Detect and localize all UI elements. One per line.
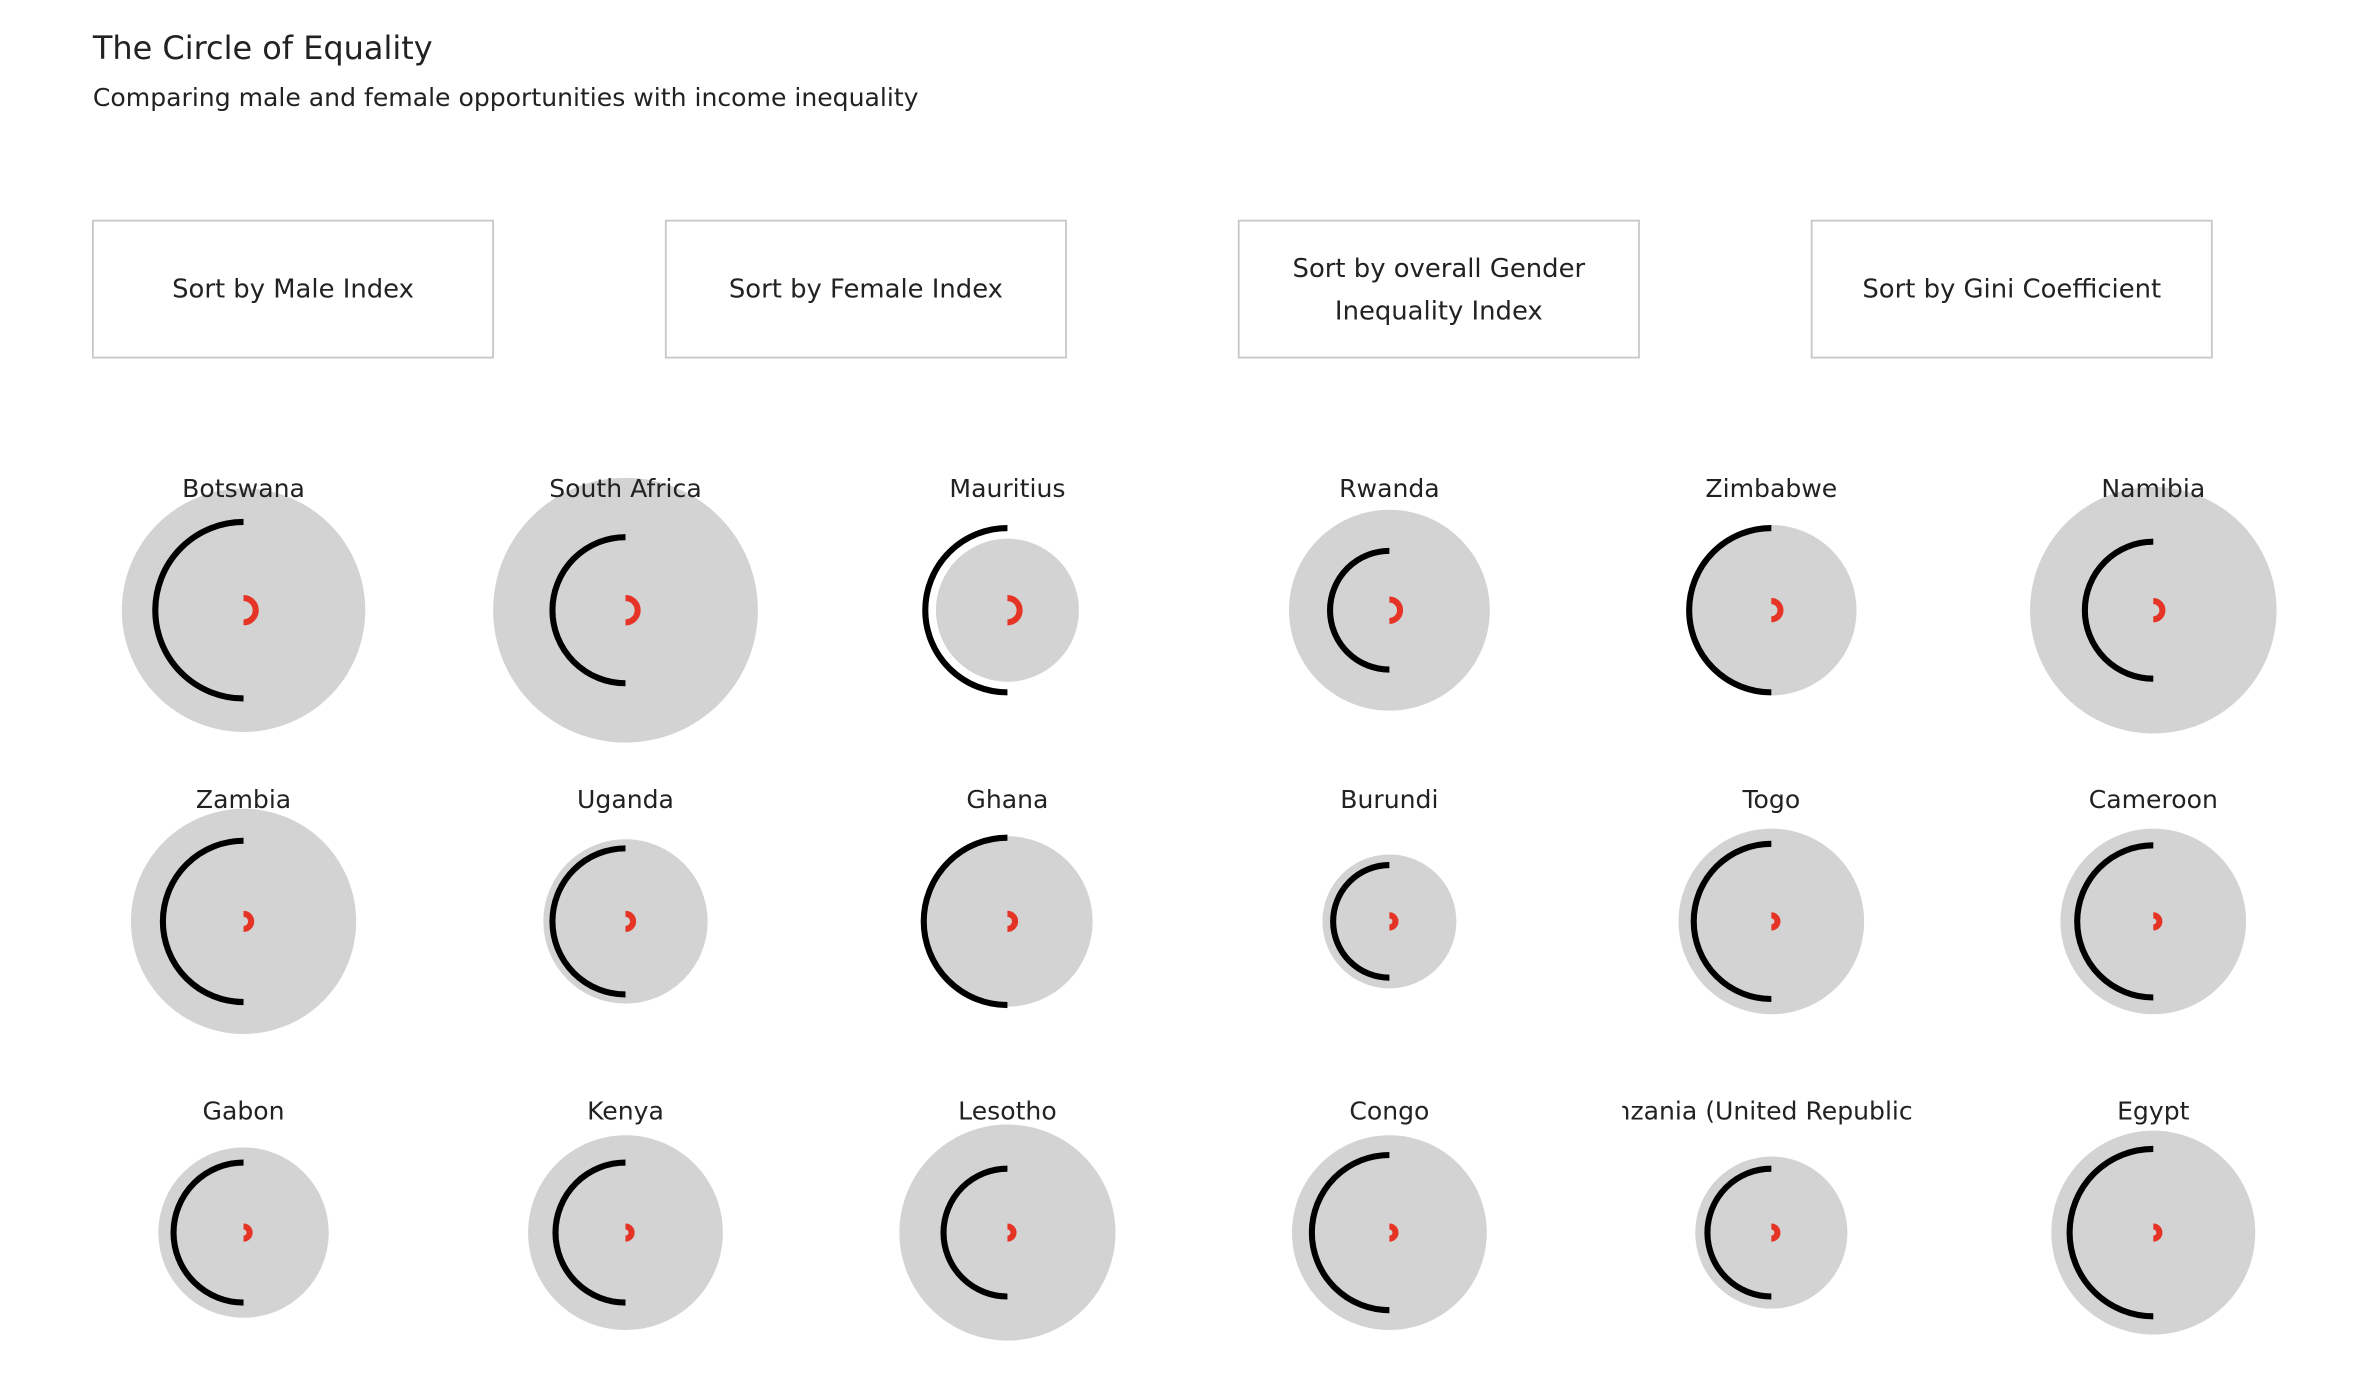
- gini-circle: [899, 1124, 1116, 1341]
- sort-button[interactable]: Sort by overall Gender Inequality Index: [1237, 219, 1640, 359]
- country-glyph: Togo: [1678, 785, 1865, 1015]
- country-glyph: South Africa: [493, 474, 758, 743]
- country-glyph: Zimbabwe: [1686, 474, 1857, 696]
- country-glyph: Cameroon: [2060, 785, 2247, 1015]
- gini-circle: [543, 839, 708, 1004]
- gini-circle: [1288, 509, 1490, 711]
- country-glyph: Zambia: [130, 785, 357, 1035]
- country-name: Congo: [1349, 1096, 1429, 1125]
- male-arc: [1308, 1151, 1390, 1314]
- male-arc: [1330, 862, 1390, 981]
- gini-circle: [1322, 854, 1457, 989]
- title: The Circle of Equality: [92, 29, 433, 67]
- female-arc: [243, 910, 255, 933]
- female-arc: [1006, 1223, 1017, 1242]
- female-arc: [2152, 912, 2163, 931]
- sort-button[interactable]: Sort by Gini Coefficient: [1810, 219, 2213, 359]
- country-glyph: Botswana: [121, 474, 366, 732]
- male-arc: [549, 534, 626, 687]
- male-arc: [1690, 840, 1772, 1003]
- gini-circle: [2030, 486, 2277, 734]
- female-arc: [625, 910, 637, 933]
- female-arc: [1770, 1223, 1781, 1242]
- male-arc: [552, 1159, 626, 1306]
- female-arc: [2152, 598, 2166, 623]
- country-glyph: Lesotho: [899, 1096, 1116, 1341]
- male-arc: [922, 524, 1008, 696]
- female-arc: [625, 1223, 635, 1242]
- button-label: Inequality Index: [1335, 296, 1543, 326]
- female-arc: [1388, 1223, 1399, 1242]
- gini-circle: [1678, 828, 1865, 1015]
- male-arc: [1327, 547, 1390, 673]
- female-arc: [2152, 1223, 2163, 1242]
- country-glyph: Egypt: [2051, 1096, 2256, 1335]
- gini-circle: [2060, 828, 2247, 1015]
- gini-circle: [1291, 1135, 1487, 1330]
- country-glyph: Uganda: [543, 785, 708, 1004]
- male-arc: [1686, 524, 1772, 696]
- female-arc: [625, 594, 641, 626]
- button-label: Sort by Gini Coefficient: [1862, 274, 2161, 304]
- female-arc: [1007, 594, 1023, 626]
- country-name: Togo: [1741, 785, 1800, 814]
- country-name: Mauritius: [949, 474, 1065, 503]
- gini-circle: [2051, 1130, 2256, 1335]
- country-name: Burundi: [1340, 785, 1438, 814]
- gini-circle: [158, 1147, 329, 1318]
- female-arc: [243, 1223, 253, 1242]
- female-arc: [1389, 596, 1404, 624]
- country-name: Tanzania (United Republic of): [1587, 1096, 1955, 1125]
- male-arc: [159, 837, 244, 1006]
- country-name: Uganda: [577, 785, 674, 814]
- gini-circle: [935, 538, 1079, 682]
- male-arc: [549, 845, 626, 998]
- gini-circle: [1695, 1156, 1848, 1309]
- country-glyph: Tanzania (United Republic of): [1587, 1096, 1955, 1309]
- male-arc: [2081, 538, 2154, 682]
- country-glyph: Burundi: [1322, 785, 1457, 989]
- gini-circle: [493, 477, 758, 743]
- country-name: Zambia: [196, 785, 291, 814]
- country-name: Namibia: [2101, 474, 2205, 503]
- sort-button[interactable]: Sort by Female Index: [664, 219, 1067, 359]
- country-name: South Africa: [549, 474, 701, 503]
- country-name: Ghana: [966, 785, 1048, 814]
- female-arc: [1388, 912, 1399, 931]
- male-arc: [940, 1165, 1008, 1300]
- male-arc: [920, 834, 1008, 1009]
- country-glyph: Mauritius: [922, 474, 1079, 696]
- female-arc: [1007, 910, 1019, 933]
- country-name: Kenya: [587, 1096, 664, 1125]
- country-glyph: Kenya: [528, 1096, 723, 1330]
- male-arc: [1704, 1165, 1772, 1300]
- country-name: Gabon: [203, 1096, 285, 1125]
- country-glyph: Congo: [1291, 1096, 1487, 1330]
- country-name: Cameroon: [2089, 785, 2218, 814]
- country-name: Botswana: [182, 474, 305, 503]
- male-arc: [170, 1159, 244, 1306]
- button-label: Sort by Female Index: [729, 274, 1003, 304]
- male-arc: [152, 518, 244, 702]
- button-label: Sort by Male Index: [172, 274, 414, 304]
- sort-button[interactable]: Sort by Male Index: [91, 219, 495, 359]
- male-arc: [2066, 1145, 2154, 1320]
- subtitle: Comparing male and female opportunities …: [93, 83, 919, 112]
- country-name: Lesotho: [958, 1096, 1057, 1125]
- country-name: Egypt: [2117, 1096, 2190, 1125]
- country-name: Zimbabwe: [1705, 474, 1837, 503]
- gini-circle: [1686, 524, 1857, 696]
- country-glyph: Gabon: [158, 1096, 329, 1318]
- gini-circle: [922, 836, 1093, 1007]
- country-glyph: Rwanda: [1288, 474, 1490, 711]
- female-arc: [1770, 598, 1784, 623]
- country-name: Rwanda: [1339, 474, 1440, 503]
- female-arc: [243, 594, 259, 626]
- country-glyph: Ghana: [920, 785, 1093, 1009]
- country-glyph: Namibia: [2030, 474, 2277, 734]
- male-arc: [2074, 842, 2154, 1001]
- female-arc: [1770, 912, 1781, 931]
- button-label: Sort by overall Gender: [1293, 254, 1586, 284]
